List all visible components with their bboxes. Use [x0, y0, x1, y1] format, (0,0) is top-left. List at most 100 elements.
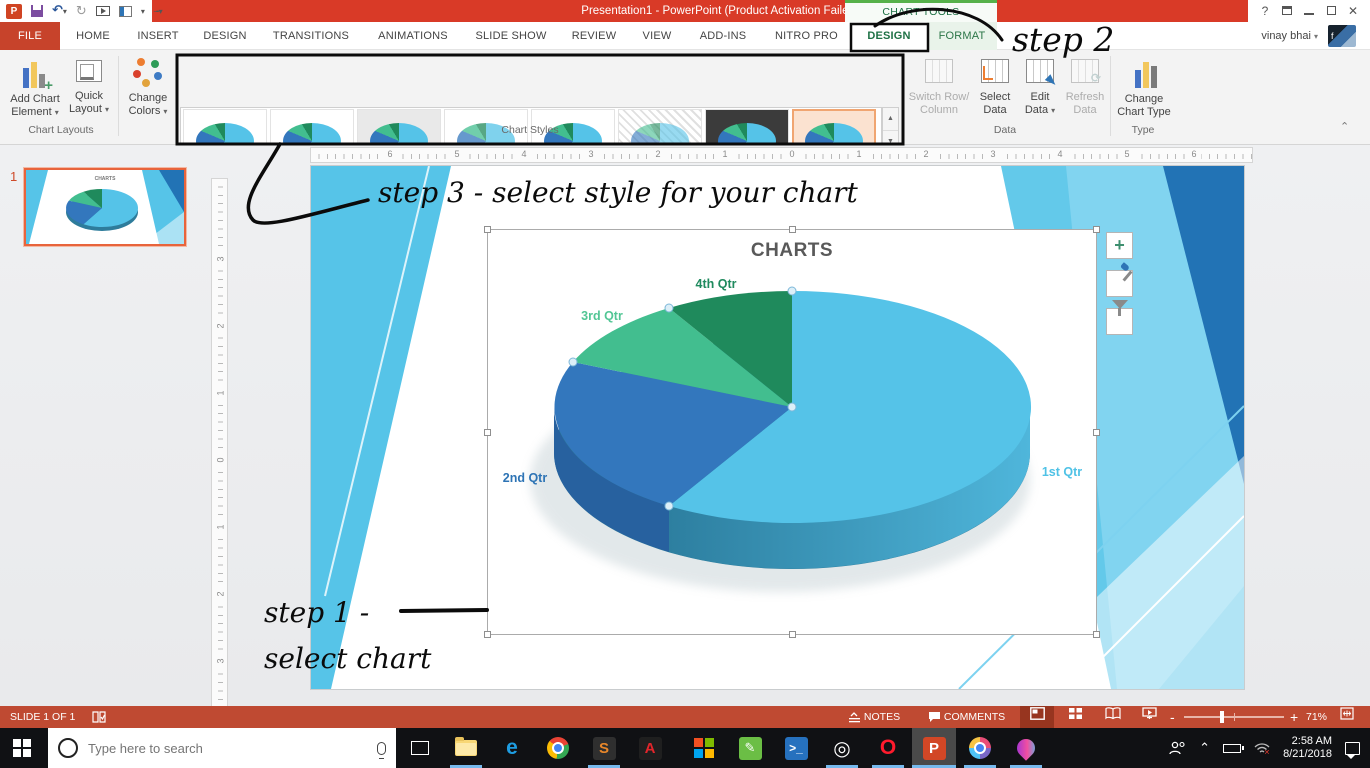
powerpoint-app-icon[interactable]: P — [6, 3, 22, 19]
refresh-data-button[interactable]: ⟳ Refresh Data — [1062, 54, 1108, 140]
microsoft-store-icon[interactable] — [682, 728, 726, 768]
slide-layout-icon[interactable] — [118, 5, 132, 17]
save-icon[interactable] — [31, 5, 43, 17]
resize-handle-middle-left[interactable] — [484, 429, 491, 436]
obs-icon[interactable]: ◎ — [820, 728, 864, 768]
edit-data-button[interactable]: Edit Data ▾ — [1018, 54, 1062, 140]
help-icon[interactable]: ? — [1261, 4, 1269, 18]
resize-handle-top-right[interactable] — [1093, 226, 1100, 233]
chevron-down-icon[interactable]: ▾ — [140, 6, 145, 16]
notes-button[interactable]: NOTES — [848, 706, 900, 728]
opera-icon[interactable]: O — [866, 728, 910, 768]
data-label-1st-qtr[interactable]: 1st Qtr — [1042, 465, 1082, 479]
task-view-button[interactable] — [398, 728, 442, 768]
comments-button[interactable]: COMMENTS — [928, 706, 1005, 728]
tab-home[interactable]: HOME — [76, 30, 110, 42]
change-chart-type-button[interactable]: Change Chart Type — [1112, 54, 1176, 140]
notes-app-icon[interactable]: ✎ — [728, 728, 772, 768]
fit-slide-button[interactable] — [1340, 706, 1354, 728]
resize-handle-middle-right[interactable] — [1093, 429, 1100, 436]
chart-elements-button[interactable]: + — [1106, 232, 1133, 259]
minimize-icon[interactable] — [1300, 4, 1318, 18]
normal-view-button[interactable] — [1020, 706, 1054, 728]
undo-icon[interactable]: ↶▾ — [52, 2, 67, 17]
slide-sorter-view-button[interactable] — [1058, 706, 1092, 728]
pie-slice-4th-qtr[interactable] — [669, 291, 792, 407]
zoom-in-button[interactable]: + — [1290, 709, 1299, 725]
quick-layout-button[interactable]: Quick Layout ▾ — [64, 54, 114, 140]
change-colors-button[interactable]: Change Colors ▾ — [122, 54, 174, 140]
customize-qat-icon[interactable]: ╼▾ — [153, 6, 163, 16]
start-slideshow-icon[interactable] — [95, 6, 110, 16]
chart-title[interactable]: CHARTS — [750, 240, 834, 261]
battery-icon[interactable] — [1223, 743, 1244, 753]
pie-slice-1st-qtr[interactable] — [669, 290, 1032, 523]
zoom-out-button[interactable]: - — [1170, 709, 1175, 725]
tab-design[interactable]: DESIGN — [203, 30, 247, 42]
tab-file[interactable]: FILE — [0, 22, 60, 50]
show-hidden-icons-chevron[interactable]: ⌃ — [1199, 740, 1211, 755]
edge-icon[interactable]: e — [506, 736, 518, 759]
data-label-3rd-qtr[interactable]: 3rd Qtr — [581, 309, 623, 323]
tab-chart-tools-format[interactable]: FORMAT — [927, 22, 997, 50]
wifi-disconnected-icon[interactable]: ✕ — [1254, 742, 1270, 755]
gallery-scroll-up-icon[interactable]: ▲ — [883, 108, 898, 131]
tab-animations[interactable]: ANIMATIONS — [378, 30, 448, 42]
add-chart-element-button[interactable]: + Add Chart Element ▾ — [6, 54, 64, 140]
chart-object-selected[interactable]: CHARTS — [484, 226, 1100, 638]
taskbar-search[interactable] — [48, 728, 396, 768]
pie-slice-3rd-qtr[interactable] — [573, 308, 792, 407]
cortana-icon[interactable] — [58, 738, 78, 758]
pie-chart-3d[interactable]: 1st Qtr 2nd Qtr 3rd Qtr 4th Qtr — [488, 262, 1096, 632]
collapse-ribbon-icon[interactable]: ⌃ — [1340, 121, 1350, 133]
taskbar-clock[interactable]: 2:58 AM 8/21/2018 — [1283, 735, 1332, 761]
start-button[interactable] — [0, 728, 44, 768]
resize-handle-bottom-center[interactable] — [789, 631, 796, 638]
zoom-level[interactable]: 71% — [1306, 711, 1328, 723]
zoom-slider-thumb[interactable] — [1220, 711, 1224, 723]
chart-filters-button[interactable] — [1106, 300, 1133, 335]
acrobat-icon[interactable]: A — [628, 728, 672, 768]
account-name[interactable]: vinay bhai ▾ — [1261, 30, 1318, 42]
resize-handle-top-left[interactable] — [484, 226, 491, 233]
tab-review[interactable]: REVIEW — [571, 30, 617, 42]
tab-add-ins[interactable]: ADD-INS — [699, 30, 747, 42]
proofing-icon[interactable] — [92, 706, 106, 728]
tab-insert[interactable]: INSERT — [137, 30, 179, 42]
tab-view[interactable]: VIEW — [642, 30, 672, 42]
annotation-step1-text: step 1 - — [264, 596, 370, 629]
paint-icon[interactable] — [958, 728, 1002, 768]
reading-view-button[interactable] — [1096, 706, 1130, 728]
resize-handle-top-center[interactable] — [789, 226, 796, 233]
action-center-icon[interactable] — [1345, 741, 1360, 759]
tab-slide-show[interactable]: SLIDE SHOW — [475, 30, 547, 42]
tab-chart-tools-design[interactable]: DESIGN — [851, 22, 927, 50]
ribbon-display-options-icon[interactable] — [1278, 4, 1296, 18]
slideshow-view-button[interactable] — [1132, 706, 1166, 728]
microphone-icon[interactable] — [377, 741, 386, 759]
resize-handle-bottom-right[interactable] — [1093, 631, 1100, 638]
slide-thumbnail-selected[interactable]: CHARTS — [24, 168, 186, 246]
people-icon[interactable] — [1169, 741, 1186, 756]
resize-handle-bottom-left[interactable] — [484, 631, 491, 638]
gradient-pin-app-icon[interactable] — [1004, 728, 1048, 768]
chart-styles-button[interactable] — [1106, 270, 1133, 297]
powershell-icon[interactable]: >_ — [774, 728, 818, 768]
sublime-text-icon[interactable]: S — [582, 728, 626, 768]
data-label-4th-qtr[interactable]: 4th Qtr — [696, 277, 737, 291]
powerpoint-taskbar-icon-active[interactable]: P — [912, 728, 956, 768]
select-data-button[interactable]: Select Data — [974, 54, 1016, 140]
tab-nitro-pro[interactable]: NITRO PRO — [775, 30, 838, 42]
switch-row-column-button[interactable]: Switch Row/Column — [907, 54, 971, 140]
file-explorer-icon[interactable] — [444, 728, 488, 768]
tab-transitions[interactable]: TRANSITIONS — [272, 30, 350, 42]
data-label-2nd-qtr[interactable]: 2nd Qtr — [503, 471, 548, 485]
zoom-slider[interactable] — [1184, 711, 1284, 723]
search-input[interactable] — [88, 740, 367, 756]
pie-slice-2nd-qtr[interactable] — [554, 362, 793, 506]
avatar[interactable]: f — [1328, 25, 1356, 47]
restore-icon[interactable] — [1322, 4, 1340, 18]
redo-icon[interactable]: ↻ — [75, 3, 87, 18]
chrome-icon[interactable] — [536, 728, 580, 768]
close-icon[interactable]: ✕ — [1347, 4, 1359, 18]
